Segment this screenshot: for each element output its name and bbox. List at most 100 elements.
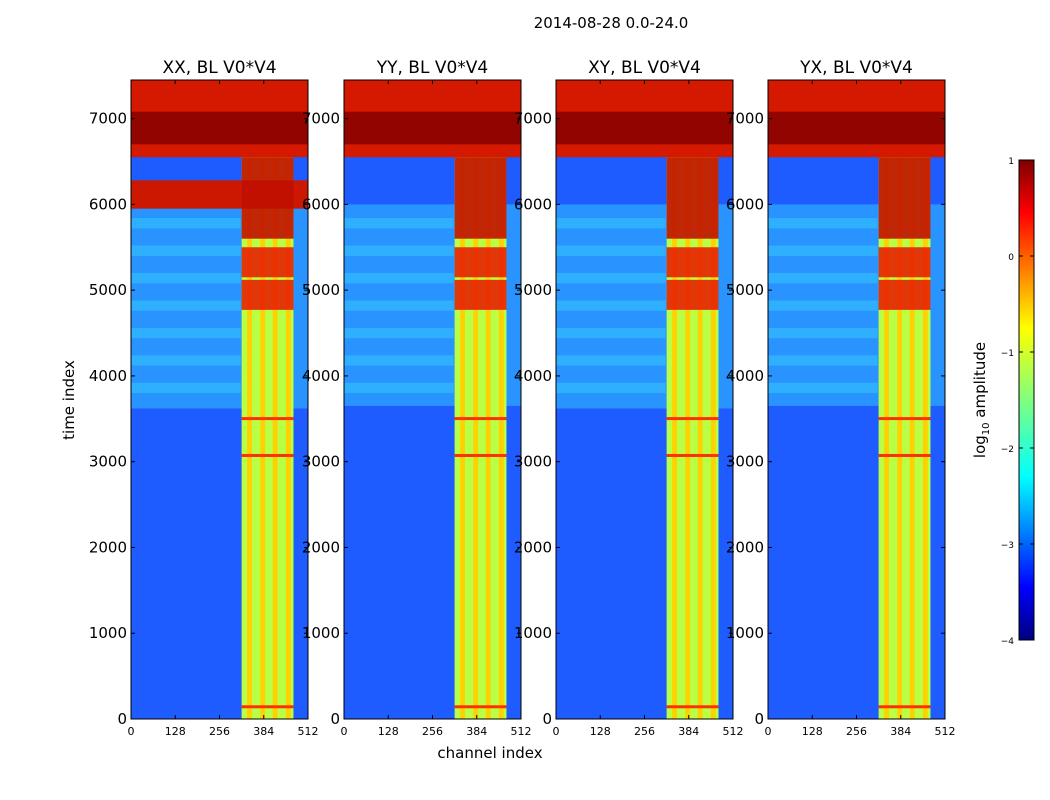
y-tick-label: 6000 [514, 195, 552, 213]
heatmap-channel-stripe [672, 80, 677, 719]
y-tick-label: 7000 [726, 110, 764, 128]
panel-xx: XX, BL V0*V4 0 128 256 384 512 0 1000 2000 3000 40… [89, 58, 319, 738]
heatmap-stripe [131, 327, 241, 339]
heatmap-channel-stripe [473, 80, 479, 719]
panel-title: YX, BL V0*V4 [799, 58, 913, 78]
y-tick-label: 3000 [89, 453, 127, 471]
x-tick-label: 256 [209, 725, 230, 738]
heatmap-channel-stripe [909, 80, 915, 719]
heatmap-stripe [344, 355, 454, 366]
x-tick-label: 512 [935, 725, 956, 738]
heatmap-band-upper [666, 157, 719, 239]
heatmap-stripe [131, 355, 241, 366]
y-tick-label: 7000 [514, 110, 552, 128]
x-tick-label: 384 [890, 725, 911, 738]
heatmap-band-block [878, 279, 931, 310]
y-tick-label: 1000 [302, 624, 340, 642]
heatmap-channel-stripe [884, 80, 889, 719]
heatmap-band-line [241, 705, 294, 709]
heatmap-stripe [556, 218, 666, 229]
x-tick-label: 512 [511, 725, 532, 738]
heatmap-band-line [454, 705, 507, 709]
heatmap-channel-stripe [498, 80, 504, 719]
x-tick-label: 384 [253, 725, 274, 738]
heatmap-band-line [241, 453, 294, 457]
heatmap-top-dark [556, 111, 733, 145]
y-tick-label: 7000 [302, 110, 340, 128]
heatmap-stripe [344, 245, 454, 256]
y-tick-label: 1000 [726, 624, 764, 642]
heatmap-band-line [666, 453, 719, 457]
heatmap-band-block [666, 279, 719, 310]
colorbar: 10−1−2−3−4 log10 amplitude [971, 157, 1035, 647]
heatmap-channel-stripe [272, 80, 278, 719]
heatmap-channel-stripe [485, 80, 491, 719]
y-axis-label: time index [60, 360, 78, 440]
x-tick-label: 256 [634, 725, 655, 738]
heatmap-stripe [344, 272, 454, 284]
heatmap-top-dark [768, 111, 945, 145]
y-tick-label: 2000 [302, 538, 340, 556]
x-tick-label: 128 [590, 725, 611, 738]
heatmap-band-line [666, 705, 719, 709]
x-tick-label: 0 [341, 725, 348, 738]
heatmap-channel-stripe [260, 80, 266, 719]
heatmap-stripe [131, 272, 241, 284]
figure-suptitle: 2014-08-28 0.0-24.0 [534, 14, 689, 32]
y-tick-label: 5000 [514, 281, 552, 299]
y-tick-label: 4000 [726, 367, 764, 385]
y-tick-label: 2000 [726, 538, 764, 556]
panel-xy: XY, BL V0*V4 0 128 256 384 512 0 1000 2000 3000 40… [514, 58, 744, 738]
heatmap-stripe [556, 300, 666, 311]
heatmap-stripe [131, 382, 241, 394]
x-tick-label: 0 [765, 725, 772, 738]
heatmap-band-upper [454, 157, 507, 239]
heatmap-band-line [241, 417, 294, 421]
y-tick-label: 2000 [89, 538, 127, 556]
x-tick-label: 512 [723, 725, 744, 738]
colorbar-tick-label: 1 [1008, 157, 1014, 167]
heatmap-band-block [241, 247, 294, 278]
y-tick-label: 4000 [89, 367, 127, 385]
heatmap-channel-stripe [247, 80, 252, 719]
y-tick-label: 0 [117, 710, 127, 728]
colorbar-label-main: log [971, 435, 989, 458]
heatmap-band-upper [878, 157, 931, 239]
heatmap-stripe [556, 355, 666, 366]
colorbar-tick-label: −3 [1001, 541, 1014, 551]
heatmap-channel-stripe [685, 80, 691, 719]
y-tick-label: 5000 [726, 281, 764, 299]
heatmap-band-upper [241, 157, 294, 239]
heatmap-band-line [666, 417, 719, 421]
heatmap-band-block [666, 247, 719, 278]
heatmap-band-block [878, 247, 931, 278]
heatmap-channel-stripe [897, 80, 903, 719]
heatmap-band-line [878, 705, 931, 709]
colorbar-tick-label: −4 [1001, 637, 1015, 647]
x-tick-label: 128 [165, 725, 186, 738]
heatmap-stripe [556, 272, 666, 284]
y-tick-label: 3000 [302, 453, 340, 471]
heatmap-band-line [454, 417, 507, 421]
x-tick-label: 512 [298, 725, 319, 738]
heatmap-band-block [241, 279, 294, 310]
x-tick-label: 384 [678, 725, 699, 738]
colorbar-tick-label: 0 [1008, 253, 1014, 263]
heatmap-stripe [131, 300, 241, 311]
heatmap-stripe [768, 245, 878, 256]
panel-yx: YX, BL V0*V4 0 128 256 384 512 0 1000 2000 3000 40… [726, 58, 956, 738]
x-axis-label: channel index [437, 744, 542, 762]
heatmap-channel-stripe [710, 80, 716, 719]
heatmap-band-block [454, 247, 507, 278]
heatmap-channel-stripe [285, 80, 291, 719]
heatmap-stripe [556, 327, 666, 339]
x-tick-label: 384 [466, 725, 487, 738]
x-tick-label: 0 [128, 725, 135, 738]
heatmap-stripe [556, 382, 666, 394]
heatmap-channel-stripe [460, 80, 465, 719]
heatmap-stripe [344, 218, 454, 229]
heatmap-stripe [344, 382, 454, 394]
heatmap-stripe [344, 327, 454, 339]
colorbar-gradient [1018, 159, 1035, 641]
